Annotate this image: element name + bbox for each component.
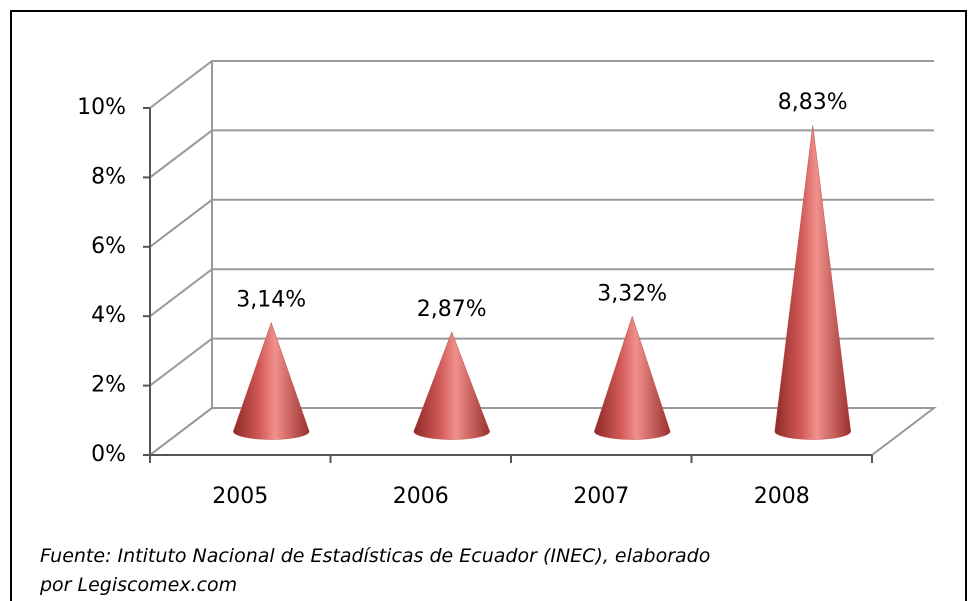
y-tick-label: 2% xyxy=(91,373,126,398)
x-tick-label: 2007 xyxy=(573,484,629,509)
cone xyxy=(232,321,310,440)
cone xyxy=(413,331,491,440)
grid-line xyxy=(149,198,934,248)
grid-line xyxy=(149,129,934,179)
grid-line xyxy=(149,60,934,109)
cone xyxy=(593,315,671,440)
value-label: 3,32% xyxy=(597,281,667,306)
grid-line xyxy=(149,407,934,456)
cone xyxy=(774,125,852,440)
grid-line xyxy=(149,268,934,317)
x-tick-label: 2008 xyxy=(754,484,810,509)
grid-line xyxy=(149,337,934,387)
x-tick-label: 2005 xyxy=(212,484,268,509)
y-tick-label: 4% xyxy=(91,303,126,328)
x-tick-label: 2006 xyxy=(393,484,449,509)
source-note: Fuente: Intituto Nacional de Estadística… xyxy=(40,545,710,567)
y-tick-label: 8% xyxy=(91,164,126,189)
source-note: por Legiscomex.com xyxy=(39,574,237,596)
value-label: 2,87% xyxy=(417,297,487,322)
y-tick-label: 10% xyxy=(77,95,126,120)
value-label: 8,83% xyxy=(778,90,848,115)
frame xyxy=(10,10,967,601)
y-tick-label: 0% xyxy=(91,442,126,467)
value-label: 3,14% xyxy=(236,288,306,313)
y-tick-label: 6% xyxy=(91,234,126,259)
